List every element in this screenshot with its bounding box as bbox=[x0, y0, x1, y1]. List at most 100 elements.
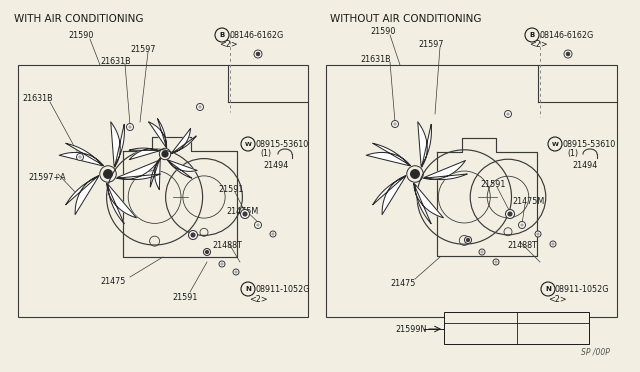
Circle shape bbox=[77, 154, 83, 160]
Text: 21599N: 21599N bbox=[395, 324, 426, 334]
Text: 21494: 21494 bbox=[263, 160, 288, 170]
Text: W: W bbox=[244, 141, 252, 147]
Text: fan blades: fan blades bbox=[447, 337, 470, 341]
Text: <2>: <2> bbox=[249, 295, 268, 304]
Text: 08915-53610: 08915-53610 bbox=[256, 140, 309, 148]
Text: 08911-1052G: 08911-1052G bbox=[255, 285, 310, 294]
Text: (1): (1) bbox=[260, 148, 271, 157]
Circle shape bbox=[550, 241, 556, 247]
Text: ⚠ CAUTION: ⚠ CAUTION bbox=[449, 314, 483, 320]
Circle shape bbox=[254, 50, 262, 58]
Circle shape bbox=[204, 248, 211, 256]
Text: 21591: 21591 bbox=[480, 180, 506, 189]
Text: 21488T: 21488T bbox=[507, 241, 537, 250]
Circle shape bbox=[215, 28, 229, 42]
Polygon shape bbox=[372, 176, 406, 215]
Circle shape bbox=[191, 233, 195, 237]
Text: 21631B: 21631B bbox=[22, 93, 52, 103]
Polygon shape bbox=[60, 143, 103, 166]
Polygon shape bbox=[148, 119, 166, 147]
Text: (1): (1) bbox=[567, 148, 578, 157]
Circle shape bbox=[241, 209, 250, 218]
Text: B: B bbox=[220, 32, 225, 38]
Text: 08146-6162G: 08146-6162G bbox=[540, 31, 595, 39]
Text: 21590: 21590 bbox=[68, 31, 93, 39]
Text: SP /00P: SP /00P bbox=[581, 347, 610, 356]
Bar bbox=[326, 65, 617, 317]
Bar bbox=[18, 65, 308, 317]
Polygon shape bbox=[107, 184, 136, 224]
Text: 21631B: 21631B bbox=[360, 55, 390, 64]
Text: WITHOUT AIR CONDITIONING: WITHOUT AIR CONDITIONING bbox=[330, 14, 481, 24]
Circle shape bbox=[241, 282, 255, 296]
Circle shape bbox=[233, 269, 239, 275]
Circle shape bbox=[525, 28, 539, 42]
Text: 21591: 21591 bbox=[172, 292, 197, 301]
Circle shape bbox=[411, 170, 419, 179]
Circle shape bbox=[104, 170, 113, 179]
Circle shape bbox=[256, 52, 260, 56]
Text: 21475M: 21475M bbox=[512, 196, 544, 205]
Text: 08911-1052G: 08911-1052G bbox=[555, 285, 609, 294]
Text: <2>: <2> bbox=[529, 39, 547, 48]
Text: WITH AIR CONDITIONING: WITH AIR CONDITIONING bbox=[14, 14, 143, 24]
Circle shape bbox=[506, 209, 515, 218]
Polygon shape bbox=[172, 128, 196, 153]
Circle shape bbox=[566, 52, 570, 56]
Circle shape bbox=[479, 249, 485, 255]
Circle shape bbox=[219, 261, 225, 267]
Circle shape bbox=[127, 124, 134, 131]
Text: 21494: 21494 bbox=[572, 160, 597, 170]
Bar bbox=[444, 312, 589, 344]
Circle shape bbox=[564, 50, 572, 58]
Text: ⚠ MISE EN GARDE: ⚠ MISE EN GARDE bbox=[521, 314, 569, 320]
Polygon shape bbox=[424, 160, 467, 180]
Circle shape bbox=[255, 221, 262, 228]
Polygon shape bbox=[366, 143, 410, 166]
Text: 21475M: 21475M bbox=[226, 206, 259, 215]
Text: 21475: 21475 bbox=[390, 279, 415, 288]
Polygon shape bbox=[117, 160, 160, 180]
Circle shape bbox=[518, 221, 525, 228]
Circle shape bbox=[270, 231, 276, 237]
Text: Do not touch: Do not touch bbox=[447, 330, 475, 334]
Circle shape bbox=[508, 212, 512, 216]
Circle shape bbox=[205, 250, 209, 254]
Text: 21591: 21591 bbox=[218, 185, 243, 193]
Text: <2>: <2> bbox=[548, 295, 566, 304]
Polygon shape bbox=[111, 122, 124, 167]
Circle shape bbox=[392, 121, 399, 128]
Circle shape bbox=[196, 103, 204, 110]
Circle shape bbox=[548, 137, 562, 151]
Text: 21597+A: 21597+A bbox=[28, 173, 66, 182]
Circle shape bbox=[465, 237, 472, 244]
Text: 21631B: 21631B bbox=[100, 57, 131, 65]
Circle shape bbox=[535, 231, 541, 237]
Circle shape bbox=[241, 137, 255, 151]
Circle shape bbox=[504, 110, 511, 118]
Text: 21475: 21475 bbox=[100, 276, 125, 285]
Polygon shape bbox=[129, 148, 159, 160]
Text: 21488T: 21488T bbox=[212, 241, 242, 250]
Text: 21597: 21597 bbox=[130, 45, 156, 54]
Polygon shape bbox=[168, 160, 197, 178]
Text: B: B bbox=[529, 32, 534, 38]
Circle shape bbox=[189, 231, 198, 240]
Circle shape bbox=[467, 238, 470, 241]
Circle shape bbox=[243, 212, 247, 216]
Text: W: W bbox=[552, 141, 559, 147]
Text: Ne pas toucher: Ne pas toucher bbox=[519, 330, 552, 334]
Polygon shape bbox=[66, 176, 99, 215]
Polygon shape bbox=[418, 122, 431, 167]
Polygon shape bbox=[150, 158, 160, 190]
Circle shape bbox=[541, 282, 555, 296]
Text: 21590: 21590 bbox=[370, 26, 396, 35]
Text: N: N bbox=[245, 286, 251, 292]
Text: 21597: 21597 bbox=[418, 39, 444, 48]
Circle shape bbox=[493, 259, 499, 265]
Polygon shape bbox=[414, 184, 444, 224]
Text: les pales: les pales bbox=[519, 337, 538, 341]
Text: 08915-53610: 08915-53610 bbox=[563, 140, 616, 148]
Text: N: N bbox=[545, 286, 551, 292]
Text: 08146-6162G: 08146-6162G bbox=[230, 31, 284, 39]
